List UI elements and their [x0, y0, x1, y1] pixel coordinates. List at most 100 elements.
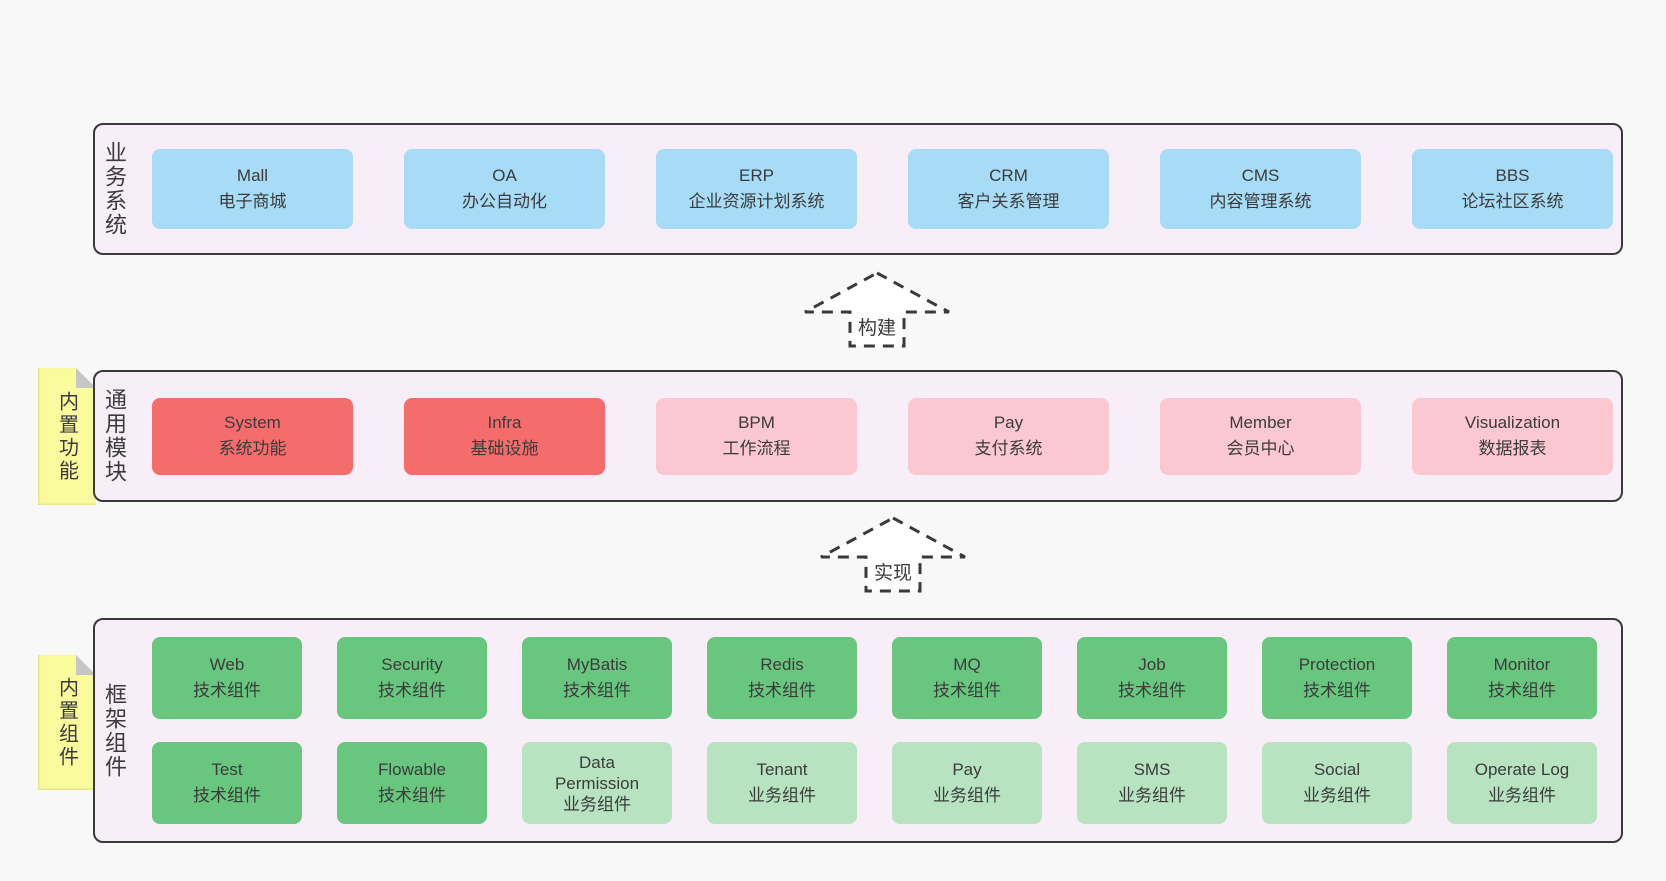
box-title: Redis: [760, 655, 804, 674]
box-subtitle: 客户关系管理: [957, 192, 1060, 211]
sticky-note-built-in-components: 内置组件: [38, 655, 96, 790]
box-redis: Redis 技术组件: [707, 637, 857, 719]
box-title: Monitor: [1493, 655, 1551, 674]
box-mq: MQ 技术组件: [892, 637, 1042, 719]
box-protection: Protection 技术组件: [1262, 637, 1412, 719]
box-subtitle: 技术组件: [193, 786, 261, 805]
box-subtitle: 支付系统: [974, 439, 1043, 458]
up-arrow-icon: [820, 516, 966, 593]
box-title: System: [224, 413, 281, 432]
box-subtitle: 技术组件: [378, 681, 446, 700]
box-title: Protection: [1298, 655, 1376, 674]
box-subtitle: 会员中心: [1226, 439, 1295, 458]
panel-rail: 业务系统: [95, 125, 133, 253]
box-job: Job 技术组件: [1077, 637, 1227, 719]
box-subtitle: 技术组件: [748, 681, 816, 700]
box-mybatis: MyBatis 技术组件: [522, 637, 672, 719]
box-title: OA: [492, 166, 517, 185]
box-subtitle: 技术组件: [193, 681, 261, 700]
box-system: System 系统功能: [152, 397, 353, 475]
box-row: Web 技术组件 Security 技术组件 MyBatis 技术组件 Redi…: [152, 637, 1621, 719]
box-sms: SMS 业务组件: [1077, 742, 1227, 824]
box-title: BBS: [1495, 166, 1530, 185]
arrow-label: 实现: [874, 562, 912, 584]
box-oa: OA 办公自动化: [404, 149, 605, 229]
box-social: Social 业务组件: [1262, 742, 1412, 824]
box-row: Test 技术组件 Flowable 技术组件 Data Permission …: [152, 742, 1621, 824]
box-title: Flowable: [377, 760, 447, 779]
box-row: System 系统功能 Infra 基础设施 BPM 工作流程 Pay 支付系统…: [133, 372, 1621, 500]
box-subtitle: 数据报表: [1478, 439, 1547, 458]
box-title: Security: [381, 655, 443, 674]
arrow-label: 构建: [858, 317, 896, 339]
box-subtitle: 系统功能: [218, 439, 287, 458]
box-subtitle: 技术组件: [1488, 681, 1556, 700]
arrow-implement: 实现: [820, 516, 966, 593]
box-rows: Web 技术组件 Security 技术组件 MyBatis 技术组件 Redi…: [133, 620, 1621, 841]
box-title: Web: [209, 655, 245, 674]
box-title: SMS: [1133, 760, 1171, 779]
box-subtitle: 业务组件: [1303, 786, 1371, 805]
box-operate-log: Operate Log 业务组件: [1447, 742, 1597, 824]
box-subtitle: 基础设施: [470, 439, 539, 458]
box-title: ERP: [739, 166, 774, 185]
box-title: Member: [1229, 413, 1292, 432]
box-row: Mall 电子商城 OA 办公自动化 ERP 企业资源计划系统 CRM 客户关系…: [133, 125, 1621, 253]
panel-rail-label: 业务系统: [102, 141, 127, 237]
box-subtitle: 业务组件: [748, 786, 816, 805]
box-subtitle: 技术组件: [563, 681, 631, 700]
box-web: Web 技术组件: [152, 637, 302, 719]
panel-framework-components: 框架组件 Web 技术组件 Security 技术组件 MyBatis 技术组件…: [93, 618, 1623, 843]
panel-rail-label: 框架组件: [102, 682, 127, 779]
box-bbs: BBS 论坛社区系统: [1412, 149, 1613, 229]
box-data-permission: Data Permission 业务组件: [522, 742, 672, 824]
box-member: Member 会员中心: [1160, 397, 1361, 475]
box-title: Pay: [952, 760, 982, 779]
box-title: Visualization: [1464, 413, 1561, 432]
box-title: CRM: [989, 166, 1028, 185]
box-subtitle: 技术组件: [1303, 681, 1371, 700]
box-subtitle: 工作流程: [722, 439, 791, 458]
box-subtitle: 业务组件: [1488, 786, 1556, 805]
box-title: MyBatis: [566, 655, 628, 674]
box-subtitle: 企业资源计划系统: [688, 192, 825, 211]
box-pay: Pay 支付系统: [908, 397, 1109, 475]
box-crm: CRM 客户关系管理: [908, 149, 1109, 229]
up-arrow-icon: [804, 271, 950, 348]
box-title: BPM: [738, 413, 775, 432]
panel-rail: 框架组件: [95, 620, 133, 841]
sticky-note-built-in-features: 内置功能: [38, 368, 96, 505]
box-monitor: Monitor 技术组件: [1447, 637, 1597, 719]
box-subtitle: 技术组件: [378, 786, 446, 805]
box-erp: ERP 企业资源计划系统: [656, 149, 857, 229]
sticky-note-label: 内置组件: [55, 676, 78, 769]
box-subtitle: 技术组件: [933, 681, 1001, 700]
box-cms: CMS 内容管理系统: [1160, 149, 1361, 229]
sticky-note-label: 内置功能: [55, 390, 78, 483]
box-test: Test 技术组件: [152, 742, 302, 824]
box-title: Pay: [993, 413, 1024, 432]
box-title: Social: [1313, 760, 1361, 779]
box-flowable: Flowable 技术组件: [337, 742, 487, 824]
box-subtitle: 技术组件: [1118, 681, 1186, 700]
box-subtitle: 论坛社区系统: [1461, 192, 1564, 211]
box-subtitle: 业务组件: [563, 794, 631, 814]
box-title: Job: [1138, 655, 1166, 674]
box-title: Test: [211, 760, 243, 779]
box-title: MQ: [953, 655, 981, 674]
panel-rail: 通用模块: [95, 372, 133, 500]
box-tenant: Tenant 业务组件: [707, 742, 857, 824]
box-pay-business: Pay 业务组件: [892, 742, 1042, 824]
box-subtitle: 业务组件: [1118, 786, 1186, 805]
box-subtitle: 办公自动化: [462, 192, 547, 211]
panel-rail-label: 通用模块: [102, 388, 127, 484]
box-title: Infra: [487, 413, 522, 432]
box-security: Security 技术组件: [337, 637, 487, 719]
box-title: CMS: [1241, 166, 1280, 185]
box-mall: Mall 电子商城: [152, 149, 353, 229]
box-subtitle: 内容管理系统: [1209, 192, 1312, 211]
box-subtitle: 电子商城: [218, 192, 287, 211]
box-title: Tenant: [756, 760, 808, 779]
box-bpm: BPM 工作流程: [656, 397, 857, 475]
